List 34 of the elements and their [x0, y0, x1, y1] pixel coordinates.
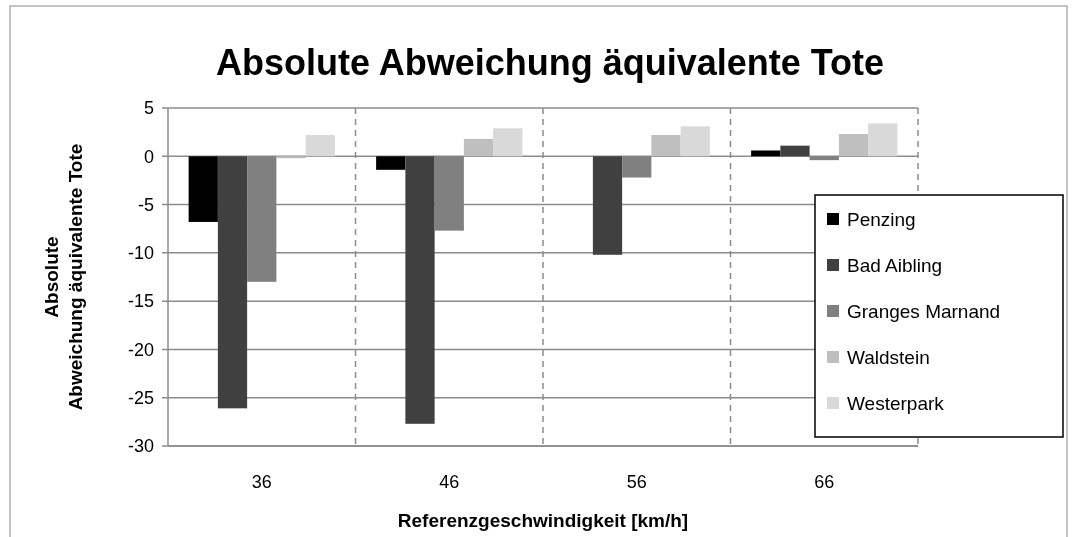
bar [493, 128, 523, 157]
bar [405, 156, 435, 424]
bar [188, 156, 218, 222]
legend-label: Penzing [847, 208, 916, 230]
bar [838, 134, 869, 157]
x-tick-label: 36 [251, 472, 272, 492]
y-tick-label: -20 [127, 339, 154, 360]
bar [751, 150, 781, 157]
y-tick-label: 5 [143, 98, 154, 119]
bar [592, 156, 623, 255]
legend-label: Bad Aibling [847, 254, 943, 276]
y-tick-label: -5 [137, 194, 154, 215]
bar [376, 156, 406, 170]
bar [680, 126, 710, 157]
y-axis-title: Absolute Abweichung äquivalente Tote [41, 143, 86, 411]
legend-label: Westerpark [847, 392, 945, 414]
bar [651, 135, 681, 157]
x-tick-label: 46 [439, 472, 460, 492]
y-tick-label: -10 [127, 243, 154, 264]
x-tick-label: 66 [814, 472, 835, 492]
bar [868, 123, 898, 157]
y-tick-label: -15 [127, 291, 154, 312]
x-tick-label: 56 [626, 472, 647, 492]
bar [305, 135, 335, 157]
legend-label: Granges Marnand [847, 300, 1001, 322]
x-axis-title: Referenzgeschwindigkeit [km/h] [397, 510, 689, 531]
bar [217, 156, 248, 409]
y-tick-label: 0 [143, 146, 154, 167]
legend-label: Waldstein [847, 346, 930, 368]
y-tick-label: -30 [127, 436, 154, 457]
y-tick-label: -25 [127, 388, 154, 409]
bar [463, 138, 494, 157]
chart-title: Absolute Abweichung äquivalente Tote [215, 42, 885, 83]
bar [780, 145, 810, 157]
